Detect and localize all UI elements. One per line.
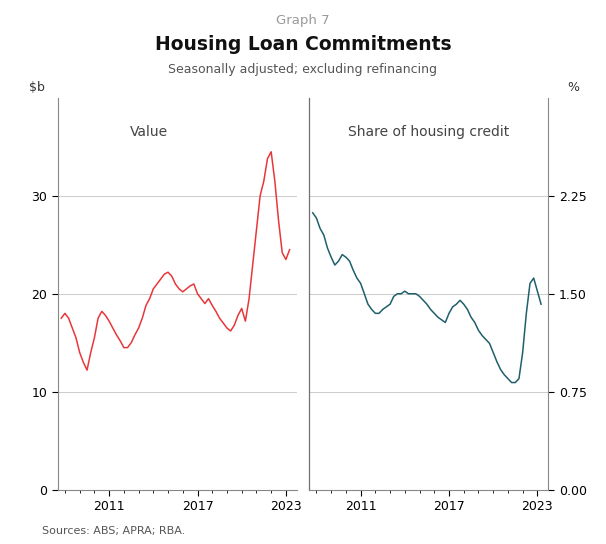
Text: Housing Loan Commitments: Housing Loan Commitments: [155, 35, 451, 54]
Text: Share of housing credit: Share of housing credit: [348, 125, 510, 139]
Text: Value: Value: [130, 125, 168, 139]
Text: $b: $b: [29, 81, 45, 94]
Text: %: %: [568, 81, 579, 94]
Text: Seasonally adjusted; excluding refinancing: Seasonally adjusted; excluding refinanci…: [168, 63, 438, 76]
Text: Graph 7: Graph 7: [276, 14, 330, 27]
Text: Sources: ABS; APRA; RBA.: Sources: ABS; APRA; RBA.: [42, 526, 185, 536]
